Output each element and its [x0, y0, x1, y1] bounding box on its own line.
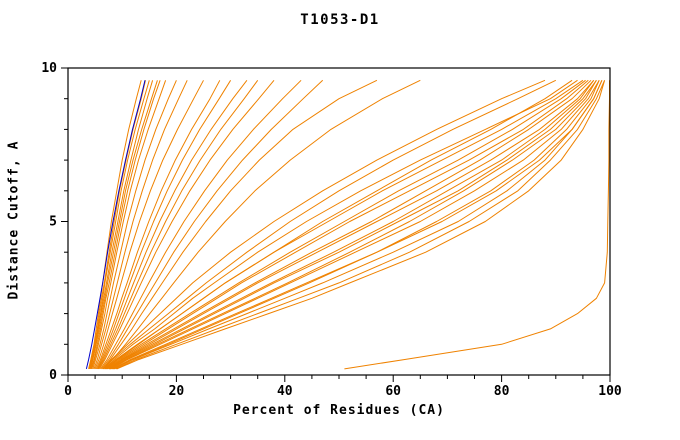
series-curve-blue	[85, 80, 146, 370]
series-curve-28	[113, 80, 603, 370]
y-axis-label: Distance Cutoff, A	[6, 140, 22, 300]
series-curve-29	[103, 79, 557, 370]
x-tick-label: 20	[169, 384, 185, 399]
series-curve-16	[101, 79, 324, 370]
series-curve-15	[96, 80, 232, 370]
series-curve-21	[104, 79, 578, 370]
y-tick-label: 0	[49, 368, 57, 383]
series-curve-06	[92, 80, 177, 370]
series-curve-27	[112, 80, 600, 370]
series-curve-03	[90, 80, 158, 370]
series-curve-34	[105, 79, 573, 370]
x-axis-label: Percent of Residues (CA)	[233, 403, 445, 418]
series-curve-24	[108, 79, 595, 370]
series-curve-18	[102, 79, 378, 370]
series-curve-13	[98, 79, 275, 370]
series-curve-11	[95, 80, 221, 370]
series-curve-17	[97, 80, 259, 370]
series-curve-20	[102, 79, 546, 370]
series-curve-35	[107, 79, 592, 370]
series-curve-25	[110, 80, 597, 370]
series-curve-05	[89, 80, 154, 370]
series-curve-08	[93, 80, 188, 370]
x-tick-label: 0	[64, 384, 72, 399]
series-curve-31	[108, 80, 595, 370]
series-curve-04	[91, 80, 167, 370]
series-curve-30	[106, 79, 586, 370]
series-curve-36	[112, 80, 603, 370]
x-tick-label: 100	[598, 384, 622, 399]
x-tick-label: 40	[277, 384, 293, 399]
series-curve-37	[109, 80, 597, 370]
y-tick-label: 5	[49, 215, 57, 230]
series-curve-32	[115, 80, 606, 370]
series-curve-10	[94, 80, 204, 370]
series-curve-33	[116, 80, 606, 370]
x-tick-label: 60	[385, 384, 401, 399]
series-curve-14	[100, 79, 302, 370]
chart-title: T1053-D1	[300, 12, 380, 28]
series-curve-23	[106, 79, 589, 370]
x-tick-label: 80	[494, 384, 510, 399]
series-curve-12	[97, 79, 248, 370]
y-tick-label: 10	[41, 61, 57, 76]
series-curve-26	[111, 80, 600, 370]
series-curve-07	[90, 80, 161, 370]
series-curve-19	[103, 79, 421, 370]
series-curve-outlier	[344, 80, 610, 370]
